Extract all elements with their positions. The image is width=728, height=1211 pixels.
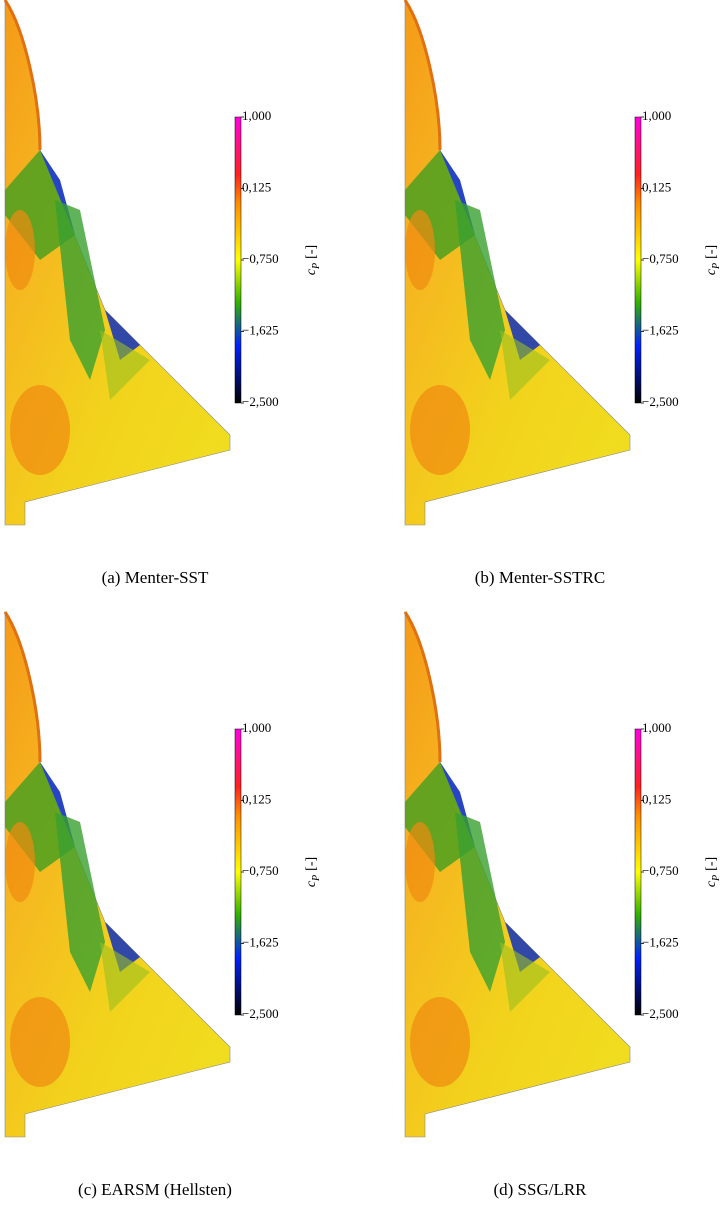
suction-band: [455, 812, 505, 992]
colorbar-tick-label: 0,125: [242, 179, 271, 194]
colorbar-symbol: c: [304, 268, 319, 275]
colorbar-tick-label: −0,750: [642, 251, 679, 266]
colorbar-unit: [-]: [704, 245, 719, 259]
suction-band: [505, 922, 540, 972]
caption: (b) Menter-SSTRC: [475, 568, 605, 587]
colorbar-subscript: P: [311, 875, 322, 882]
colorbar-tick-label: 0,125: [642, 791, 671, 806]
colorbar-tick-label: −0,750: [242, 251, 279, 266]
leading-edge: [3, 0, 42, 151]
colorbar-label: cP [-]: [704, 245, 722, 275]
colorbar-tick-label: −0,750: [242, 863, 279, 878]
colorbar-tick-label: −2,500: [242, 1006, 279, 1021]
colorbar-unit: [-]: [304, 857, 319, 871]
colorbar: [234, 116, 242, 404]
colorbar-tick-label: −1,625: [242, 934, 279, 949]
suction-band: [105, 922, 140, 972]
colorbar-symbol: c: [704, 880, 719, 887]
colorbar-subscript: P: [711, 875, 722, 882]
colorbar-tick-label: −1,625: [642, 322, 679, 337]
suction-band: [500, 942, 550, 1012]
panel: 1,000 0,125 −0,750 −1,625 −2,500 cP [-] (c) EAR…: [3, 611, 322, 1199]
colorbar: [634, 728, 642, 1016]
high-pressure-region: [10, 997, 70, 1087]
colorbar-tick-label: −2,500: [242, 394, 279, 409]
colorbar-subscript: P: [311, 263, 322, 270]
colorbar-tick-label: −0,750: [642, 863, 679, 878]
colorbar-tick-label: 1,000: [642, 108, 671, 123]
colorbar-label: cP [-]: [304, 857, 322, 887]
colorbar-tick-label: 1,000: [242, 108, 271, 123]
colorbar: [234, 728, 242, 1016]
suction-band: [500, 330, 550, 400]
high-pressure-region: [405, 210, 435, 290]
leading-edge: [3, 611, 42, 763]
suction-band: [100, 330, 150, 400]
high-pressure-region: [410, 997, 470, 1087]
colorbar-symbol: c: [304, 880, 319, 887]
colorbar-tick-label: 0,125: [642, 179, 671, 194]
caption: (c) EARSM (Hellsten): [78, 1180, 232, 1199]
panel: 1,000 0,125 −0,750 −1,625 −2,500 cP [-] (a) Men…: [3, 0, 322, 587]
suction-band: [55, 200, 105, 380]
suction-band: [105, 310, 140, 360]
leading-edge: [403, 611, 442, 763]
caption: (a) Menter-SST: [102, 568, 209, 587]
colorbar-unit: [-]: [704, 857, 719, 871]
high-pressure-region: [405, 822, 435, 902]
colorbar-tick-label: 0,125: [242, 791, 271, 806]
colorbar-tick-label: −1,625: [242, 322, 279, 337]
colorbar-tick-label: −2,500: [642, 1006, 679, 1021]
colorbar-symbol: c: [704, 268, 719, 275]
high-pressure-region: [5, 210, 35, 290]
high-pressure-region: [5, 822, 35, 902]
suction-band: [505, 310, 540, 360]
caption: (d) SSG/LRR: [493, 1180, 587, 1199]
colorbar-label: cP [-]: [704, 857, 722, 887]
colorbar-label: cP [-]: [304, 245, 322, 275]
suction-band: [55, 812, 105, 992]
high-pressure-region: [410, 385, 470, 475]
colorbar-unit: [-]: [304, 245, 319, 259]
leading-edge: [403, 0, 442, 151]
colorbar-tick-label: 1,000: [242, 720, 271, 735]
colorbar-tick-label: 1,000: [642, 720, 671, 735]
panel: 1,000 0,125 −0,750 −1,625 −2,500 cP [-] (d) SSG…: [403, 611, 722, 1199]
colorbar: [634, 116, 642, 404]
suction-band: [100, 942, 150, 1012]
suction-band: [455, 200, 505, 380]
colorbar-tick-label: −1,625: [642, 934, 679, 949]
colorbar-tick-label: −2,500: [642, 394, 679, 409]
high-pressure-region: [10, 385, 70, 475]
panel: 1,000 0,125 −0,750 −1,625 −2,500 cP [-] (b) Men…: [403, 0, 722, 587]
colorbar-subscript: P: [711, 263, 722, 270]
